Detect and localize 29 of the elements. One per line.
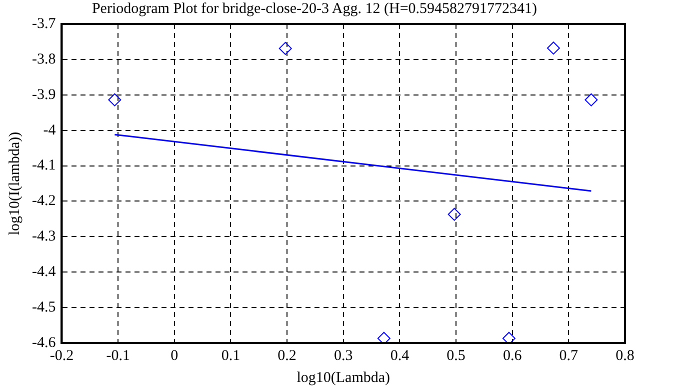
y-tick-label: -3.9 <box>32 86 56 103</box>
y-tick-label: -4.1 <box>32 158 56 174</box>
y-tick-label: -4 <box>43 122 56 138</box>
y-tick-label: -3.7 <box>32 16 56 32</box>
point <box>502 332 516 343</box>
x-tick-label: 0.3 <box>334 348 353 364</box>
point <box>278 42 292 55</box>
point <box>448 208 461 221</box>
chart-title: Periodogram Plot for bridge-close-20-3 Agg. 12 (H=0.594582791772341) <box>92 0 538 17</box>
x-tick-label: 0.4 <box>390 348 410 364</box>
x-tick-label: 0.1 <box>221 348 240 364</box>
y-tick-label: -4.3 <box>32 228 56 245</box>
point <box>546 42 560 55</box>
x-tick-label: -0.1 <box>106 348 130 364</box>
point <box>377 332 390 343</box>
y-axis-title: log10(I(lambda)) <box>6 132 23 236</box>
y-tick-label: -4.4 <box>32 264 56 280</box>
y-tick-label: -4.2 <box>32 193 56 210</box>
x-tick-label: 0 <box>170 348 178 364</box>
x-tick-label: 0.6 <box>502 348 522 364</box>
y-tick-label: -3.8 <box>32 51 56 68</box>
x-tick-label: 0.5 <box>446 348 466 364</box>
y-tick-label: -4.5 <box>32 299 56 316</box>
x-tick-label: 0.7 <box>559 348 579 364</box>
x-tick-label: 0.8 <box>616 348 634 364</box>
x-axis-title: log10(Lambda) <box>296 370 390 386</box>
x-tick-label: 0.2 <box>278 348 296 364</box>
point <box>108 93 122 106</box>
point <box>584 93 598 106</box>
